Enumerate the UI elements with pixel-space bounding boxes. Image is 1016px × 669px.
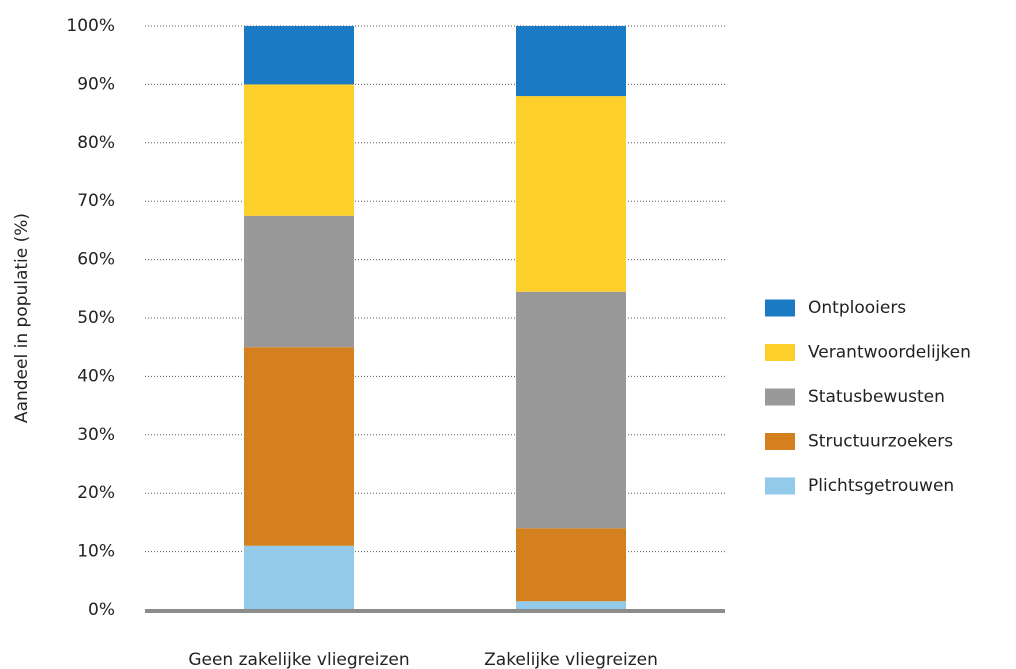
bar-segment	[516, 601, 626, 610]
bar-segment	[516, 291, 626, 529]
x-tick-label: Zakelijke vliegreizen	[484, 650, 658, 669]
y-tick-label: 0%	[88, 600, 115, 620]
bar-segment	[244, 26, 354, 85]
y-tick-label: 60%	[77, 250, 115, 270]
bar-segment	[516, 528, 626, 602]
y-tick-label: 90%	[77, 74, 115, 94]
y-tick-label: 80%	[77, 133, 115, 153]
y-tick-label: 40%	[77, 366, 115, 386]
legend-swatch	[765, 477, 795, 495]
bar-segment	[516, 26, 626, 97]
y-axis-label: Aandeel in populatie (%)	[12, 213, 32, 423]
x-tick-label: Geen zakelijke vliegreizen	[188, 650, 409, 669]
y-tick-label: 100%	[66, 16, 115, 36]
y-tick-label: 10%	[77, 542, 115, 562]
legend-label: Ontplooiers	[808, 298, 906, 318]
bar-segment	[244, 545, 354, 610]
legend-label: Verantwoordelijken	[808, 343, 971, 363]
legend-swatch	[765, 299, 795, 317]
y-tick-label: 70%	[77, 191, 115, 211]
y-tick-label: 50%	[77, 308, 115, 328]
y-tick-label: 30%	[77, 425, 115, 445]
legend-swatch	[765, 388, 795, 406]
bar-segment	[244, 347, 354, 546]
legend-swatch	[765, 344, 795, 361]
legend-label: Structuurzoekers	[808, 432, 953, 452]
bar-segment	[516, 96, 626, 292]
bar-segment	[244, 215, 354, 348]
legend-label: Statusbewusten	[808, 387, 945, 407]
legend-swatch	[765, 433, 795, 450]
legend-label: Plichtsgetrouwen	[808, 476, 954, 496]
y-tick-label: 20%	[77, 483, 115, 503]
bar-segment	[244, 84, 354, 216]
